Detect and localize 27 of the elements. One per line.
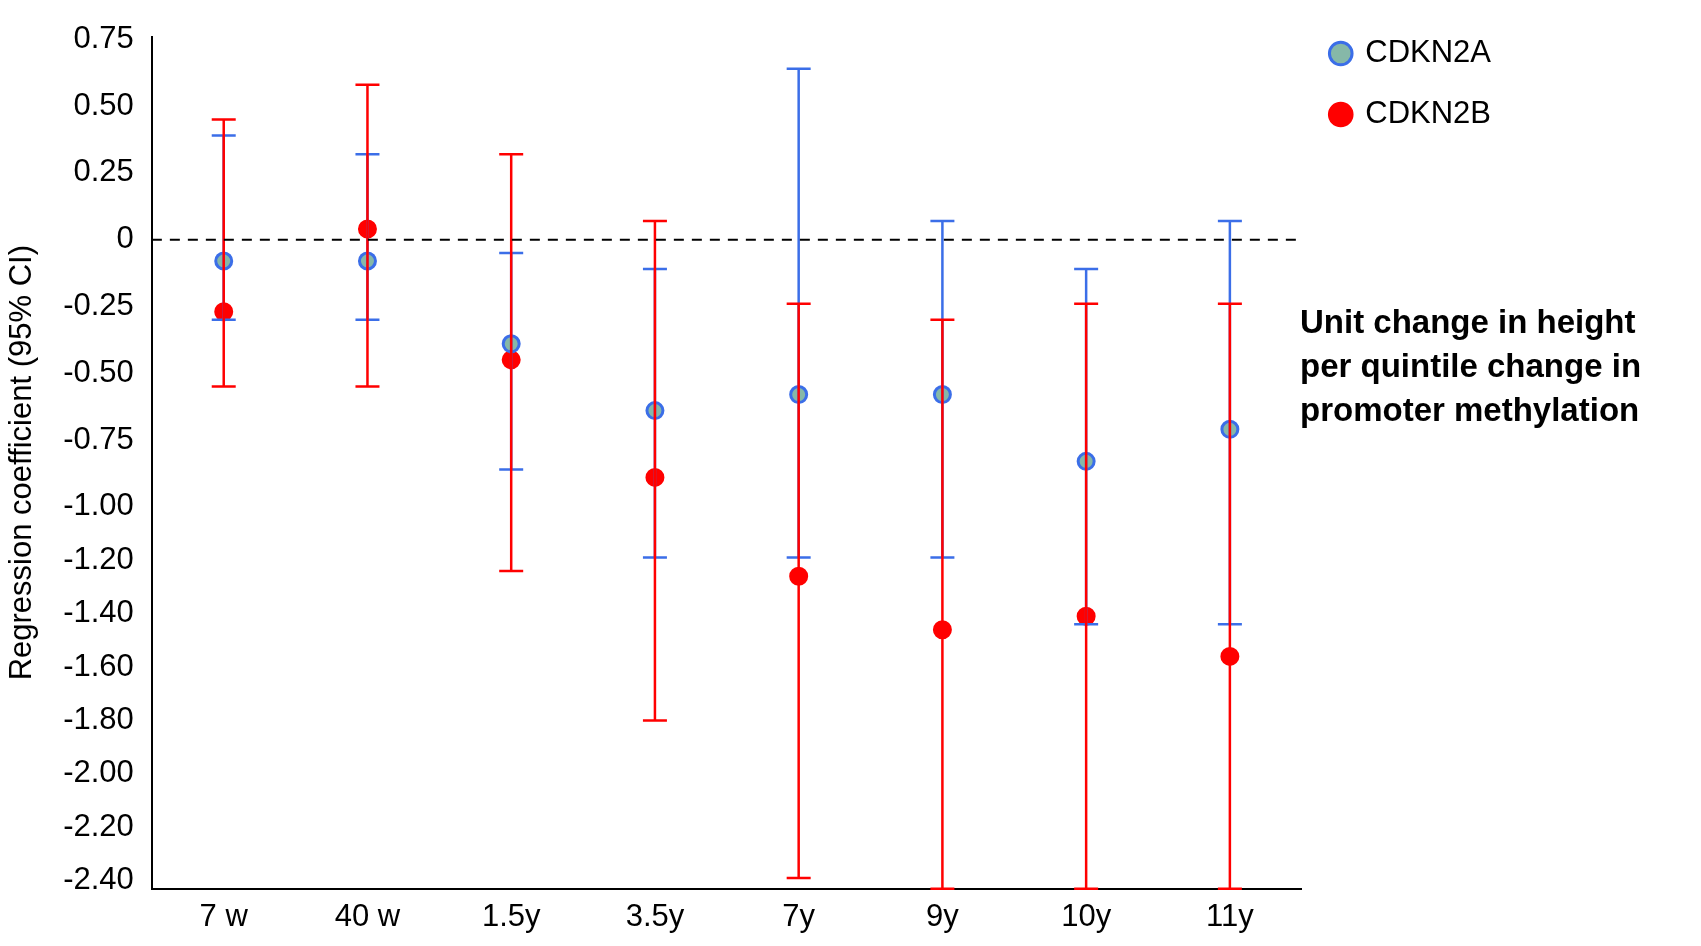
x-tick-label: 3.5y [625,897,685,933]
y-tick-label: -1.80 [63,701,134,737]
y-tick-label: -0.25 [63,286,134,322]
x-tick-label: 11y [1206,897,1255,933]
y-tick-label: -0.50 [63,353,134,389]
y-tick-label: 0.50 [73,86,134,122]
y-tick-label: -1.40 [63,594,134,630]
x-tick-label: 9y [926,897,960,933]
y-tick-label: -1.20 [63,540,134,576]
y-tick-label: -2.20 [63,807,134,843]
x-tick-label: 1.5y [481,897,541,933]
legend-label: CDKN2B [1365,95,1492,131]
y-tick-label: -2.40 [63,861,134,897]
y-tick-label: -1.60 [63,647,134,683]
x-tick-label: 10y [1061,897,1112,933]
y-tick-label: 0.75 [73,19,134,55]
y-tick-label: -2.00 [63,754,134,790]
y-tick-label: 0.25 [73,153,134,189]
legend-label: CDKN2A [1365,34,1492,70]
x-tick-label: 7y [782,897,816,933]
x-tick-label: 40 w [334,897,401,933]
x-tick-label: 7 w [199,897,249,933]
y-tick-label: 0 [116,220,134,256]
y-tick-label: -0.75 [63,420,134,456]
y-tick-label: -1.00 [63,487,134,523]
y-axis-title: Regression coefficient (95% CI) [3,245,39,681]
annotation: Unit change in height per quintile change in promoter methylation [1300,302,1643,430]
